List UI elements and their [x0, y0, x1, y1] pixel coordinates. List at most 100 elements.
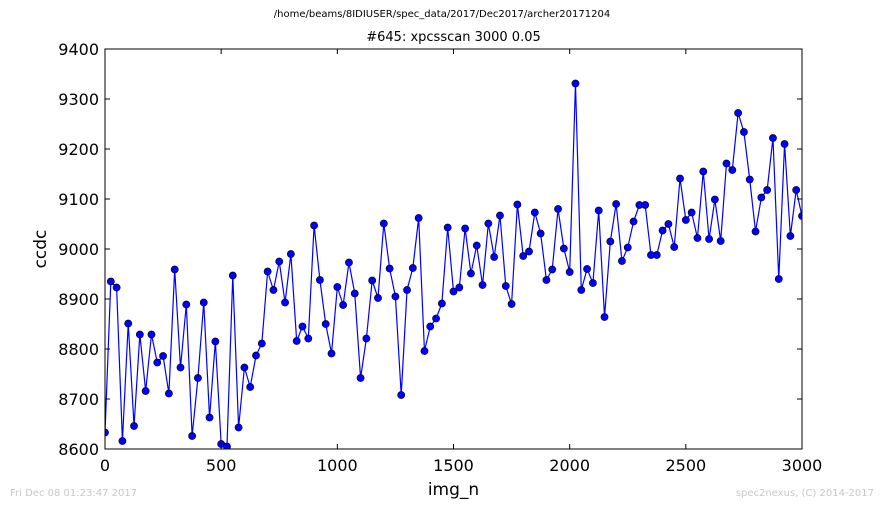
data-point — [281, 298, 289, 307]
data-point — [223, 442, 231, 449]
series-line — [105, 83, 802, 448]
data-point — [304, 334, 313, 343]
data-point — [705, 235, 713, 243]
data-point — [792, 186, 801, 194]
footer-copyright: spec2nexus, (C) 2014-2017 — [735, 488, 874, 499]
data-point — [507, 300, 516, 308]
data-point — [513, 200, 522, 209]
data-point — [321, 320, 330, 328]
data-point — [658, 226, 667, 235]
x-tick-label: 0 — [100, 456, 110, 475]
data-point — [798, 212, 802, 220]
data-point — [135, 330, 144, 339]
data-point — [530, 208, 539, 217]
x-axis-label: img_n — [428, 480, 479, 500]
data-point — [170, 265, 179, 274]
data-point — [124, 319, 133, 328]
data-point — [437, 299, 446, 308]
data-point — [874, 185, 881, 192]
data-point — [147, 330, 156, 339]
data-point — [408, 264, 417, 272]
data-point — [699, 167, 708, 176]
chart-title: #645: xpcsscan 3000 0.05 — [366, 30, 541, 45]
data-point — [774, 275, 783, 283]
data-point — [612, 200, 621, 208]
ticks-layer: 0 500 1000 1500 2000 2500 3000 8600 8700 8800 8900… — [58, 40, 822, 475]
data-point — [443, 223, 452, 232]
data-point — [350, 289, 359, 298]
data-point — [333, 283, 342, 291]
y-tick-label: 8800 — [58, 340, 99, 359]
x-tick-label: 2000 — [549, 456, 590, 475]
y-tick-label: 9100 — [58, 190, 99, 209]
data-point — [583, 265, 591, 273]
data-point — [525, 247, 533, 256]
data-point — [722, 159, 731, 168]
data-point — [501, 282, 510, 290]
data-point — [414, 214, 423, 222]
data-point — [670, 243, 679, 251]
data-point — [763, 186, 772, 194]
data-point — [786, 232, 795, 240]
data-point — [845, 126, 852, 133]
data-point — [716, 237, 725, 245]
data-point — [868, 173, 875, 180]
data-point — [141, 387, 150, 395]
data-point — [496, 211, 504, 220]
data-point — [263, 267, 272, 276]
plot-frame — [104, 48, 803, 450]
x-tick-label: 500 — [206, 456, 237, 475]
data-point — [606, 237, 615, 246]
data-point — [240, 363, 249, 372]
data-point — [176, 363, 185, 372]
data-point — [199, 298, 208, 307]
data-point — [420, 347, 429, 355]
data-point — [710, 195, 719, 204]
data-point — [780, 140, 789, 148]
data-point — [403, 286, 411, 294]
data-point — [571, 79, 580, 88]
data-point — [356, 374, 365, 382]
data-point — [472, 241, 481, 250]
data-point — [687, 208, 696, 217]
y-tick-label: 9400 — [58, 40, 99, 59]
data-point — [822, 211, 829, 218]
data-point — [600, 313, 609, 321]
data-point — [292, 337, 301, 345]
data-point — [234, 423, 243, 432]
data-point — [484, 219, 493, 228]
data-point — [461, 224, 470, 233]
data-point — [542, 276, 551, 284]
data-point — [856, 206, 863, 213]
data-point — [426, 322, 435, 331]
data-point — [559, 244, 568, 253]
data-point — [641, 201, 650, 209]
data-point — [594, 206, 603, 215]
data-point — [118, 437, 127, 445]
data-point — [316, 276, 324, 284]
data-point — [379, 219, 388, 228]
y-axis-label: ccdc — [31, 230, 51, 269]
data-point — [257, 339, 266, 348]
data-point — [652, 251, 661, 259]
data-point — [275, 257, 284, 266]
data-point — [327, 349, 336, 358]
data-point — [252, 351, 260, 360]
data-point — [368, 276, 377, 285]
data-point — [623, 243, 632, 252]
x-tick-label: 3000 — [782, 456, 823, 475]
data-point — [159, 352, 167, 360]
data-point — [310, 221, 318, 230]
data-point — [467, 269, 475, 278]
data-point — [385, 264, 394, 273]
data-point — [629, 217, 638, 226]
data-point — [449, 287, 458, 296]
data-point — [339, 301, 348, 309]
data-point — [833, 122, 840, 129]
y-tick-label: 9300 — [58, 90, 99, 109]
data-point — [205, 413, 214, 422]
footer-timestamp: Fri Dec 08 01:23:47 2017 — [10, 488, 138, 499]
data-point — [112, 283, 121, 292]
data-point — [130, 422, 138, 430]
x-tick-label: 1500 — [433, 456, 474, 475]
